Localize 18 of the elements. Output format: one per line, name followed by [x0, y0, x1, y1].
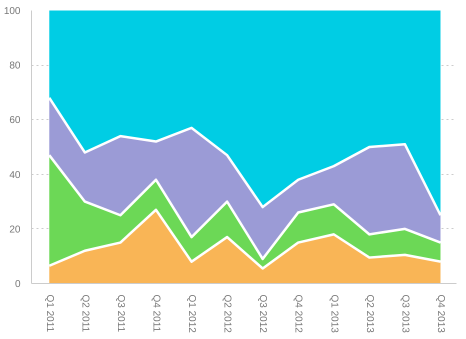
x-tick-label: Q3 2011	[114, 294, 126, 333]
x-tick-label: Q3 2013	[399, 294, 410, 334]
x-tick-label: Q4 2011	[150, 294, 162, 333]
y-tick-label: 20	[9, 224, 21, 236]
x-tick-label: Q3 2012	[257, 294, 268, 334]
y-tick-label: 80	[9, 60, 21, 72]
y-tick-label: 0	[14, 279, 21, 290]
y-tick-label: 40	[9, 170, 21, 181]
x-tick-label: Q4 2012	[292, 294, 304, 334]
y-tick-label: 60	[9, 115, 21, 126]
x-tick-label: Q1 2013	[328, 294, 340, 334]
x-tick-label: Q2 2012	[222, 294, 233, 334]
x-tick-label: Q2 2011	[79, 294, 90, 333]
x-tick-label: Q1 2011	[44, 294, 55, 333]
x-tick-label: Q2 2013	[364, 294, 375, 334]
x-tick-label: Q1 2012	[186, 294, 198, 334]
x-tick-label: Q4 2013	[434, 294, 446, 334]
y-tick-label: 100	[4, 6, 21, 17]
